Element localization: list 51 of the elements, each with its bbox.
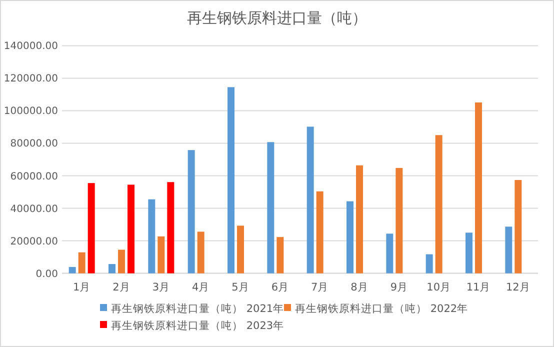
x-tick-label: 8月	[350, 281, 368, 294]
y-tick-label: 100000.00	[4, 106, 58, 118]
x-tick-label: 1月	[72, 281, 91, 294]
bar	[88, 183, 95, 274]
bar	[237, 226, 244, 274]
y-tick-label: 40000.00	[10, 204, 58, 215]
bar	[108, 264, 116, 274]
bar	[148, 199, 156, 274]
bar	[316, 191, 324, 274]
y-tick-label: 60000.00	[10, 171, 58, 182]
bar	[78, 252, 86, 274]
x-tick-label: 10月	[426, 281, 452, 294]
x-tick-label: 3月	[152, 281, 170, 294]
x-tick-label: 7月	[310, 281, 329, 294]
bar	[228, 87, 234, 274]
x-tick-label: 9月	[390, 281, 408, 294]
bar	[514, 180, 522, 274]
x-tick-label: 4月	[192, 281, 210, 294]
bar	[306, 126, 314, 274]
x-tick-label: 6月	[271, 281, 290, 294]
x-tick-label: 5月	[232, 281, 250, 294]
bar	[118, 250, 125, 274]
bar	[276, 237, 284, 274]
x-tick-label: 12月	[506, 281, 530, 294]
bar	[386, 234, 394, 274]
bar	[356, 165, 363, 274]
y-tick-label: 140000.00	[4, 41, 58, 52]
bar	[346, 201, 354, 274]
x-tick-label: 2月	[112, 281, 130, 294]
bar	[426, 254, 433, 274]
x-tick-label: 11月	[466, 281, 491, 294]
bar	[188, 150, 195, 274]
bar	[197, 232, 204, 274]
y-tick-label: 120000.00	[4, 74, 58, 85]
legend-label: 再生钢铁原料进口量（吨） 2021年	[111, 302, 284, 315]
bar	[167, 182, 174, 274]
bar	[475, 102, 482, 274]
bar	[505, 226, 512, 274]
y-tick-label: 0.00	[36, 268, 58, 280]
bar	[267, 142, 274, 274]
bar	[435, 135, 442, 274]
y-tick-label: 20000.00	[10, 236, 58, 248]
y-tick-label: 80000.00	[10, 138, 58, 150]
legend-label: 再生钢铁原料进口量（吨） 2022年	[295, 302, 468, 315]
bar	[68, 266, 76, 274]
bar	[466, 232, 472, 274]
chart-title: 再生钢铁原料进口量（吨）	[187, 9, 367, 27]
bar	[396, 168, 403, 274]
bar	[128, 184, 134, 274]
bar	[158, 236, 165, 274]
legend-label: 再生钢铁原料进口量（吨） 2023年	[111, 319, 284, 332]
